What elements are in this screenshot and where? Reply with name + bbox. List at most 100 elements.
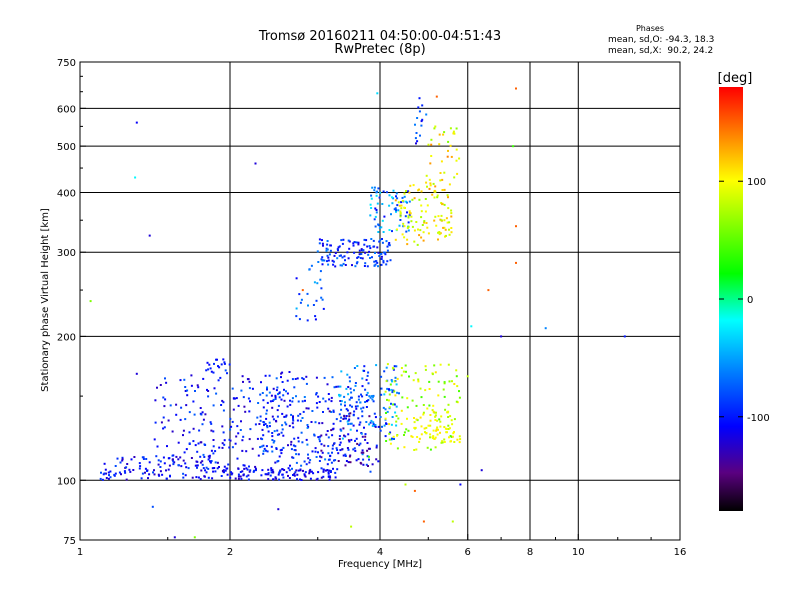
data-point: [386, 398, 388, 401]
data-point: [352, 413, 355, 416]
data-point: [203, 475, 206, 478]
data-point: [387, 399, 390, 402]
data-point: [445, 217, 448, 220]
data-point: [455, 159, 458, 162]
data-point: [383, 370, 386, 373]
data-point: [328, 469, 331, 472]
data-point: [290, 443, 293, 446]
data-point: [400, 207, 403, 210]
data-point: [354, 439, 356, 442]
data-point: [274, 394, 277, 397]
data-point: [307, 407, 310, 410]
colorbar-tick-label: 100: [747, 177, 766, 188]
data-point: [336, 248, 339, 251]
data-point: [408, 214, 411, 217]
data-point: [315, 299, 318, 302]
data-point: [259, 393, 262, 396]
data-point: [369, 257, 371, 259]
data-point: [424, 368, 427, 371]
data-point: [167, 419, 170, 422]
data-point: [221, 446, 224, 449]
data-point: [374, 252, 376, 254]
data-point: [190, 374, 193, 377]
data-point: [407, 216, 410, 219]
data-point: [342, 238, 345, 241]
data-point: [395, 192, 398, 195]
data-point: [182, 476, 185, 479]
data-point: [343, 417, 346, 420]
data-point: [450, 155, 453, 158]
data-point: [392, 403, 395, 406]
data-point: [175, 413, 178, 416]
data-point: [384, 417, 387, 420]
data-point: [623, 335, 626, 338]
data-point: [389, 431, 392, 434]
data-point: [172, 463, 175, 466]
data-point: [218, 366, 221, 369]
data-point: [443, 381, 446, 384]
data-point: [346, 409, 349, 412]
data-point: [214, 461, 217, 464]
data-point: [343, 255, 346, 258]
data-point: [159, 470, 162, 473]
data-point: [324, 458, 327, 461]
data-point: [361, 453, 364, 456]
data-point: [210, 449, 213, 452]
data-point: [260, 474, 263, 477]
data-point: [326, 463, 329, 466]
data-point: [388, 438, 391, 441]
data-point: [331, 376, 334, 379]
data-point: [265, 412, 268, 415]
data-point: [272, 418, 275, 421]
data-point: [375, 444, 378, 447]
data-point: [370, 194, 373, 197]
data-point: [415, 404, 418, 407]
data-points: [89, 87, 626, 539]
y-tick-label: 100: [57, 476, 76, 487]
data-point: [335, 385, 338, 388]
data-point: [154, 421, 157, 424]
data-point: [318, 238, 321, 241]
data-point: [359, 401, 362, 404]
data-point: [195, 460, 198, 463]
data-point: [266, 424, 269, 427]
data-point: [214, 450, 217, 453]
data-point: [282, 394, 285, 397]
data-point: [382, 251, 385, 254]
data-point: [433, 219, 436, 222]
data-point: [272, 387, 275, 390]
data-point: [443, 395, 446, 398]
data-point: [419, 229, 422, 232]
data-point: [353, 410, 356, 413]
data-point: [332, 422, 335, 425]
data-point: [359, 421, 362, 424]
data-point: [279, 470, 282, 473]
data-point: [354, 449, 357, 452]
data-point: [446, 431, 448, 434]
data-point: [345, 408, 348, 411]
data-point: [135, 372, 138, 375]
data-point: [182, 459, 185, 462]
data-point: [243, 467, 246, 470]
data-point: [445, 234, 447, 237]
data-point: [262, 444, 265, 447]
data-point: [200, 469, 203, 472]
data-point: [292, 426, 295, 429]
data-point: [440, 441, 443, 444]
data-point: [371, 424, 374, 427]
data-point: [347, 386, 350, 388]
data-point: [154, 399, 157, 402]
data-point: [103, 472, 106, 475]
data-point: [194, 390, 196, 392]
data-point: [411, 198, 414, 201]
data-point: [413, 229, 416, 232]
data-point: [388, 393, 391, 396]
data-point: [232, 408, 235, 411]
data-point: [402, 225, 405, 228]
data-point: [315, 392, 318, 394]
data-point: [321, 259, 324, 262]
data-point: [357, 256, 360, 258]
data-point: [306, 443, 309, 446]
data-point: [381, 219, 384, 222]
data-point: [109, 470, 112, 473]
